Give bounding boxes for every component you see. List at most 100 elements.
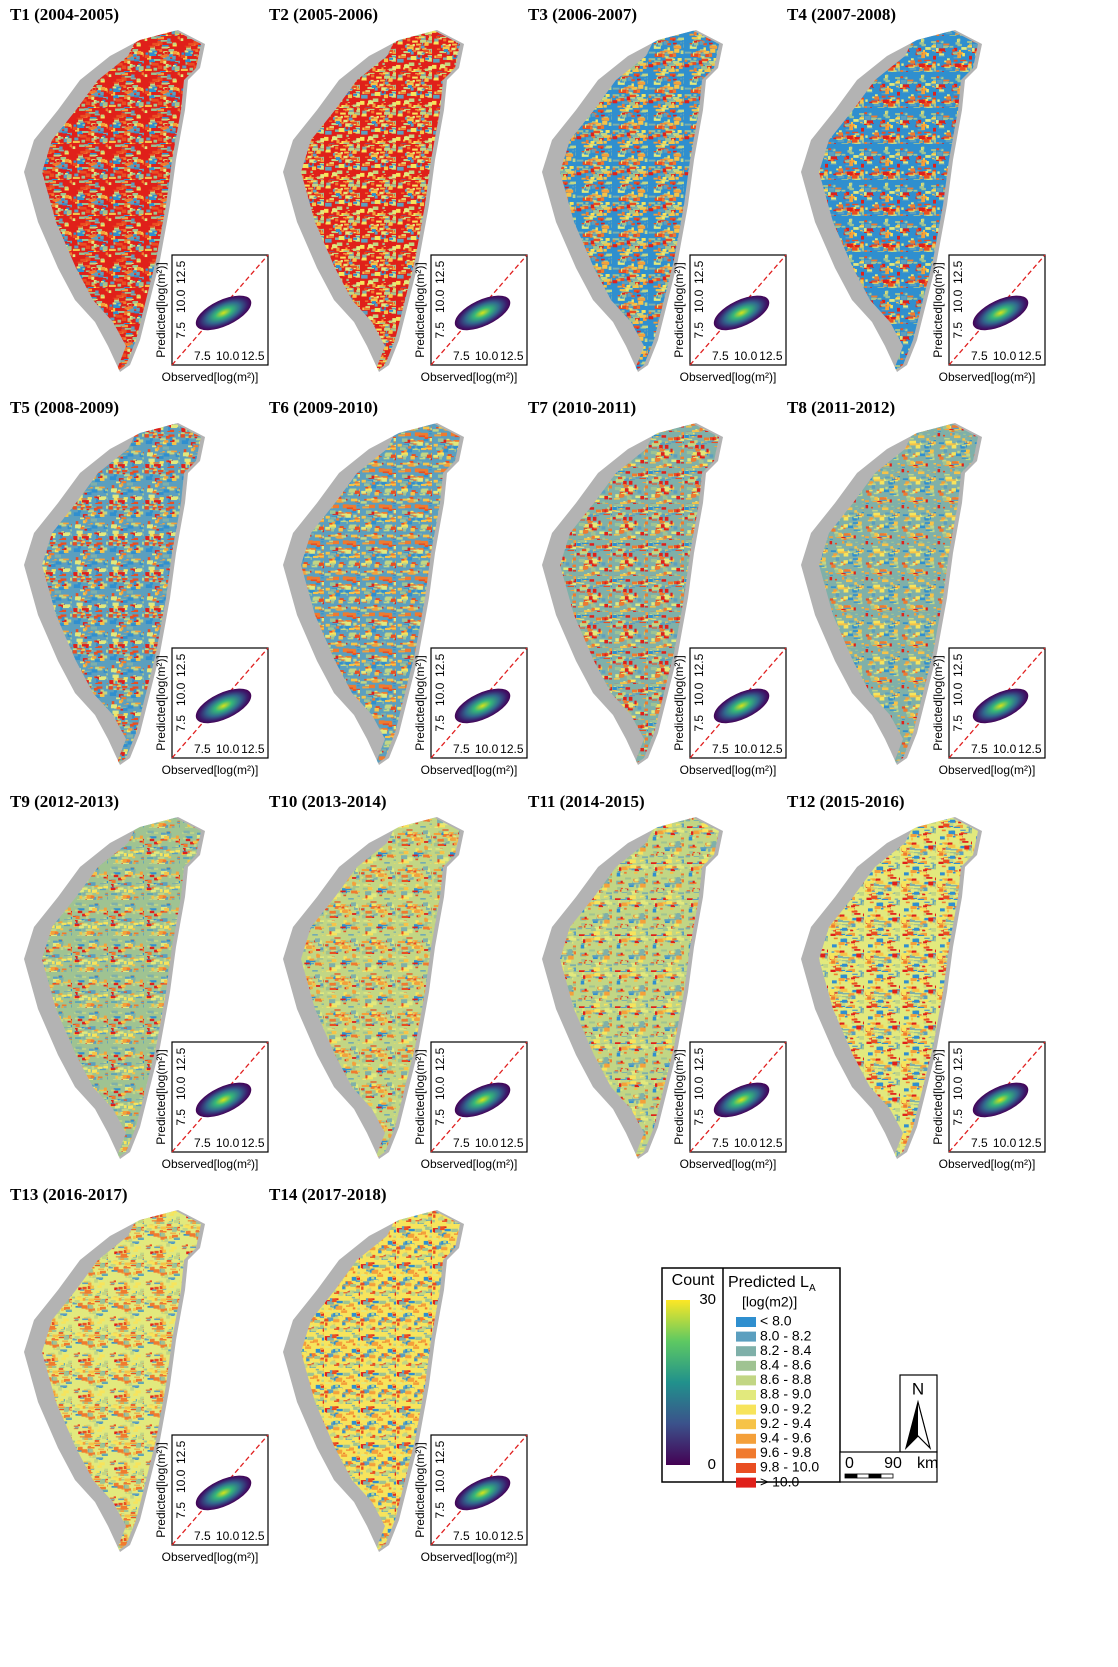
- panel-title: T8 (2011-2012): [787, 398, 895, 417]
- x-tick-label: 7.5: [971, 349, 988, 363]
- x-axis-label: Observed[log(m²)]: [162, 1550, 259, 1564]
- y-tick-label: 12.5: [692, 260, 706, 284]
- panel: T9 (2012-2013)7.57.510.010.012.512.5Obse…: [10, 792, 268, 1171]
- y-axis-label: Predicted[log(m²)]: [413, 1442, 427, 1537]
- x-tick-label: 10.0: [216, 1136, 240, 1150]
- panel: T2 (2005-2006)7.57.510.010.012.512.5Obse…: [269, 5, 527, 384]
- x-tick-label: 12.5: [500, 1136, 524, 1150]
- x-tick-label: 12.5: [759, 349, 783, 363]
- y-tick-label: 12.5: [692, 1047, 706, 1071]
- y-tick-label: 10.0: [174, 1469, 188, 1493]
- y-tick-label: 10.0: [692, 289, 706, 313]
- y-tick-label: 10.0: [174, 682, 188, 706]
- y-tick-label: 12.5: [433, 653, 447, 677]
- panel-title: T4 (2007-2008): [787, 5, 896, 24]
- scale-segment: [881, 1474, 893, 1478]
- x-tick-label: 7.5: [194, 1136, 211, 1150]
- class-label: 9.4 - 9.6: [760, 1430, 812, 1446]
- y-tick-label: 12.5: [433, 260, 447, 284]
- y-tick-label: 7.5: [951, 1109, 965, 1126]
- x-tick-label: 7.5: [971, 742, 988, 756]
- y-tick-label: 10.0: [433, 682, 447, 706]
- y-axis-label: Predicted[log(m²)]: [154, 1049, 168, 1144]
- y-tick-label: 7.5: [433, 715, 447, 732]
- class-label: 8.8 - 9.0: [760, 1386, 812, 1402]
- y-tick-label: 10.0: [951, 682, 965, 706]
- class-swatch: [736, 1405, 756, 1415]
- y-tick-label: 12.5: [951, 653, 965, 677]
- x-tick-label: 7.5: [194, 349, 211, 363]
- x-tick-label: 7.5: [453, 742, 470, 756]
- y-tick-label: 10.0: [692, 682, 706, 706]
- y-axis-label: Predicted[log(m²)]: [672, 1049, 686, 1144]
- x-axis-label: Observed[log(m²)]: [162, 763, 259, 777]
- class-label: 9.0 - 9.2: [760, 1400, 812, 1416]
- y-axis-label: Predicted[log(m²)]: [413, 262, 427, 357]
- y-tick-label: 7.5: [692, 1109, 706, 1126]
- panel: T7 (2010-2011)7.57.510.010.012.512.5Obse…: [528, 398, 786, 777]
- x-axis-label: Observed[log(m²)]: [162, 1157, 259, 1171]
- x-axis-label: Observed[log(m²)]: [421, 1550, 518, 1564]
- x-tick-label: 7.5: [971, 1136, 988, 1150]
- x-tick-label: 12.5: [500, 349, 524, 363]
- x-tick-label: 12.5: [500, 1529, 524, 1543]
- y-tick-label: 12.5: [951, 260, 965, 284]
- x-tick-label: 12.5: [759, 742, 783, 756]
- class-swatch: [736, 1390, 756, 1400]
- x-tick-label: 7.5: [453, 1136, 470, 1150]
- x-axis-label: Observed[log(m²)]: [421, 370, 518, 384]
- x-tick-label: 12.5: [241, 1136, 265, 1150]
- x-axis-label: Observed[log(m²)]: [680, 763, 777, 777]
- class-unit: [log(m2)]: [742, 1294, 797, 1310]
- x-tick-label: 10.0: [993, 742, 1017, 756]
- class-swatch: [736, 1448, 756, 1458]
- class-title: Predicted LA: [728, 1274, 816, 1293]
- class-label: 8.4 - 8.6: [760, 1357, 812, 1373]
- x-tick-label: 10.0: [475, 1136, 499, 1150]
- x-tick-label: 10.0: [216, 349, 240, 363]
- x-tick-label: 7.5: [194, 1529, 211, 1543]
- x-axis-label: Observed[log(m²)]: [939, 1157, 1036, 1171]
- y-tick-label: 12.5: [692, 653, 706, 677]
- x-tick-label: 10.0: [993, 1136, 1017, 1150]
- class-label: 8.2 - 8.4: [760, 1342, 812, 1358]
- x-tick-label: 12.5: [1018, 1136, 1042, 1150]
- x-tick-label: 12.5: [500, 742, 524, 756]
- y-tick-label: 7.5: [692, 715, 706, 732]
- y-axis-label: Predicted[log(m²)]: [154, 1442, 168, 1537]
- y-tick-label: 7.5: [174, 1502, 188, 1519]
- count-tick-label: 30: [699, 1291, 716, 1308]
- panel-title: T13 (2016-2017): [10, 1185, 128, 1204]
- scale-segment: [869, 1474, 881, 1478]
- y-tick-label: 12.5: [433, 1440, 447, 1464]
- y-axis-label: Predicted[log(m²)]: [413, 655, 427, 750]
- class-swatch: [736, 1478, 756, 1488]
- y-tick-label: 10.0: [174, 1076, 188, 1100]
- x-tick-label: 10.0: [475, 742, 499, 756]
- x-tick-label: 7.5: [453, 1529, 470, 1543]
- legend: Count030Predicted LA[log(m2)]< 8.08.0 - …: [662, 1268, 840, 1489]
- y-tick-label: 7.5: [174, 1109, 188, 1126]
- x-tick-label: 7.5: [453, 349, 470, 363]
- panel: T6 (2009-2010)7.57.510.010.012.512.5Obse…: [269, 398, 527, 777]
- scale-label: 0: [845, 1455, 854, 1472]
- class-swatch: [736, 1434, 756, 1444]
- y-axis-label: Predicted[log(m²)]: [931, 655, 945, 750]
- x-axis-label: Observed[log(m²)]: [162, 370, 259, 384]
- panel-title: T2 (2005-2006): [269, 5, 378, 24]
- panel-title: T3 (2006-2007): [528, 5, 637, 24]
- figure: T1 (2004-2005)7.57.510.010.012.512.5Obse…: [0, 0, 1118, 1662]
- class-swatch: [736, 1375, 756, 1385]
- y-tick-label: 10.0: [433, 1469, 447, 1493]
- y-tick-label: 7.5: [692, 322, 706, 339]
- panel: T13 (2016-2017)7.57.510.010.012.512.5Obs…: [10, 1185, 268, 1564]
- y-tick-label: 12.5: [951, 1047, 965, 1071]
- y-tick-label: 7.5: [951, 715, 965, 732]
- panel-title: T11 (2014-2015): [528, 792, 645, 811]
- panel: T10 (2013-2014)7.57.510.010.012.512.5Obs…: [269, 792, 527, 1171]
- y-tick-label: 10.0: [692, 1076, 706, 1100]
- scale-label: 90: [884, 1455, 902, 1472]
- y-tick-label: 7.5: [433, 322, 447, 339]
- x-tick-label: 7.5: [712, 349, 729, 363]
- x-tick-label: 10.0: [734, 349, 758, 363]
